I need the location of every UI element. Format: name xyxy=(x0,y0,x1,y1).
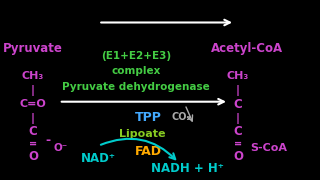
Text: O⁻: O⁻ xyxy=(53,143,68,153)
Text: CH₃: CH₃ xyxy=(227,71,249,81)
Text: C: C xyxy=(234,125,242,138)
Text: -: - xyxy=(46,134,51,147)
Text: Pyruvate: Pyruvate xyxy=(3,42,63,55)
Text: C: C xyxy=(28,125,37,138)
Text: |: | xyxy=(236,84,240,96)
Text: Acetyl-CoA: Acetyl-CoA xyxy=(211,42,283,55)
Text: O: O xyxy=(28,150,38,163)
Text: NADH + H⁺: NADH + H⁺ xyxy=(151,162,224,175)
Text: |: | xyxy=(31,84,35,96)
Text: S-CoA: S-CoA xyxy=(250,143,287,153)
Text: NAD⁺: NAD⁺ xyxy=(81,152,116,165)
Text: |: | xyxy=(236,113,240,124)
Text: CH₃: CH₃ xyxy=(22,71,44,81)
Text: =: = xyxy=(29,139,37,149)
Text: (E1+E2+E3): (E1+E2+E3) xyxy=(101,51,171,61)
Text: complex: complex xyxy=(112,66,161,76)
Text: |: | xyxy=(31,113,35,124)
Text: Lipoate: Lipoate xyxy=(119,129,165,139)
Text: C: C xyxy=(234,98,242,111)
Text: C=O: C=O xyxy=(20,99,46,109)
Text: CO₂: CO₂ xyxy=(172,112,192,122)
Text: =: = xyxy=(234,139,242,149)
Text: FAD: FAD xyxy=(135,145,162,158)
Text: Pyruvate dehydrogenase: Pyruvate dehydrogenase xyxy=(62,82,210,92)
Text: TPP: TPP xyxy=(135,111,162,124)
Text: O: O xyxy=(233,150,243,163)
